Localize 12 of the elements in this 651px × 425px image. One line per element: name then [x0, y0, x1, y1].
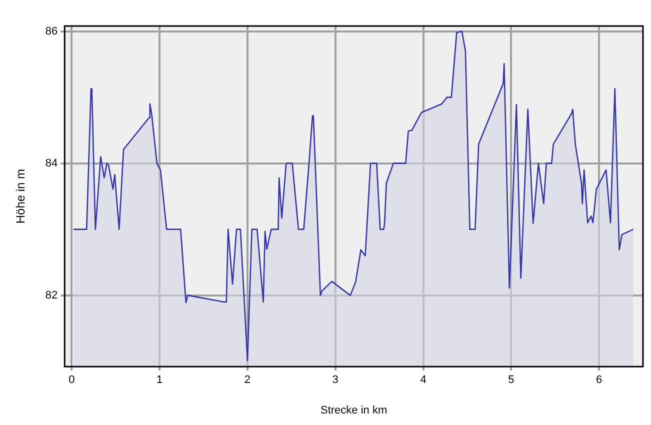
x-tick-label: 2: [244, 374, 251, 386]
x-axis-title: Strecke in km: [320, 404, 388, 416]
x-tick-label: 5: [508, 374, 514, 386]
x-tick-label: 1: [156, 374, 163, 386]
x-tick-label: 0: [68, 374, 75, 386]
x-tick-label: 3: [332, 374, 338, 386]
y-tick-label: 82: [45, 289, 58, 302]
y-axis-title: Höhe in m: [14, 168, 28, 224]
x-tick-label: 4: [420, 374, 426, 386]
y-tick-label: 86: [45, 25, 58, 38]
y-tick-label: 84: [45, 157, 58, 170]
x-tick-label: 6: [596, 374, 602, 386]
